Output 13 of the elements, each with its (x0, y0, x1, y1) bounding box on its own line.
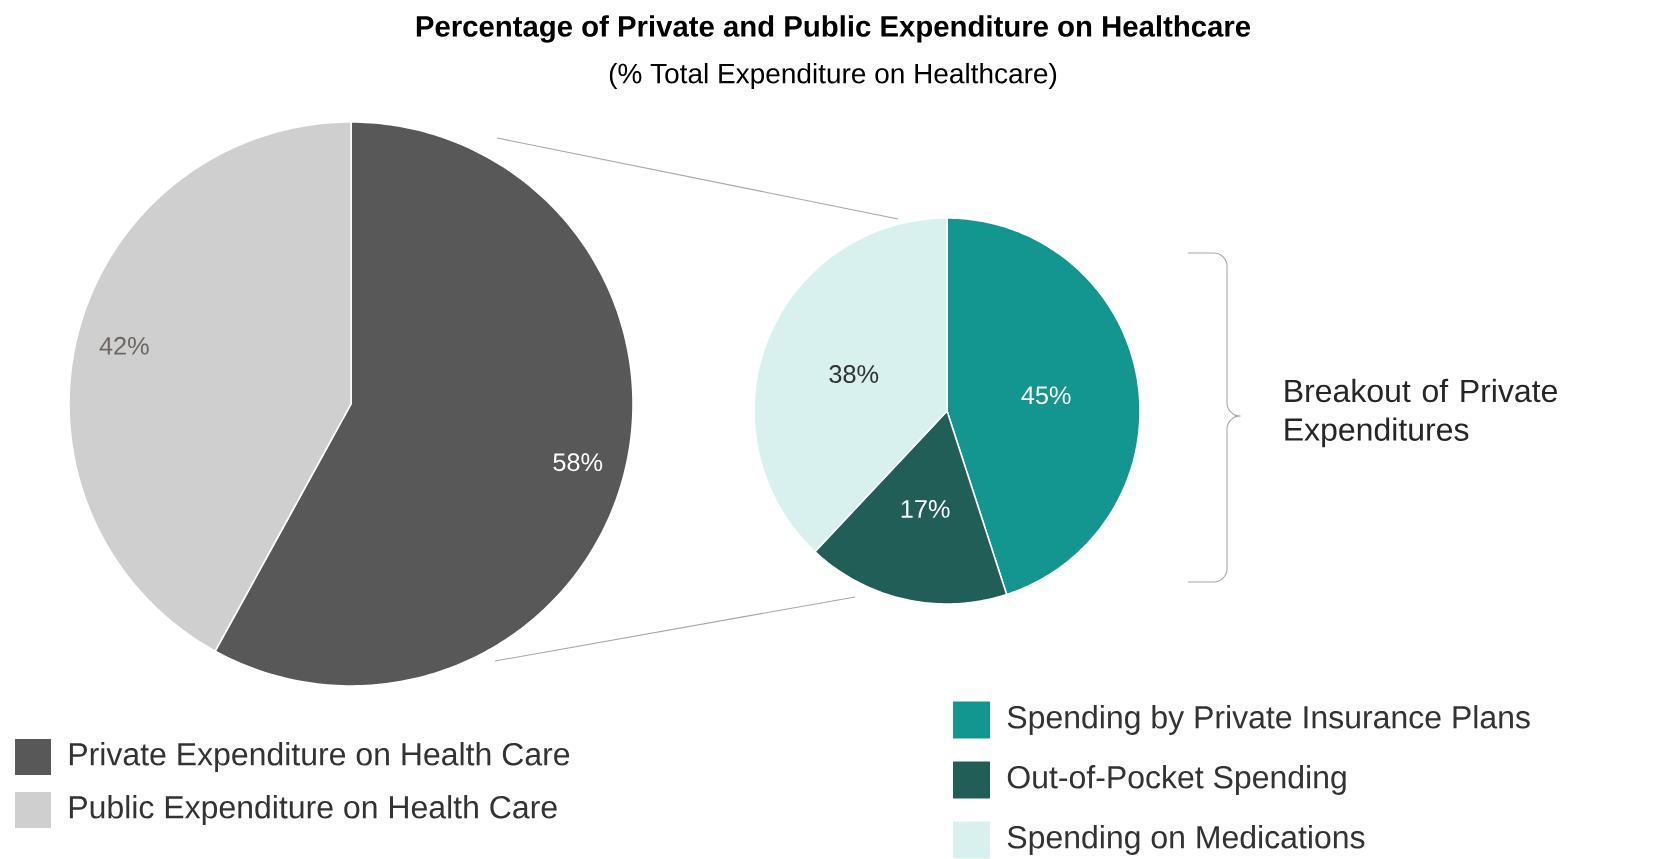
data-label: 58% (553, 453, 603, 472)
data-label: 45% (1021, 386, 1071, 405)
legend-label: Private Expenditure on Health Care (69, 742, 570, 772)
data-label: 38% (829, 365, 879, 384)
text: Percentage of Private and Public Expenditure on Healthcare (416, 15, 1251, 43)
text: Breakout of Private Expenditures (1285, 378, 1557, 448)
data-label: 42% (99, 336, 149, 355)
legend-label: Spending on Medications (1007, 825, 1365, 855)
text: (% Total Expenditure on Healthcare) (609, 62, 1057, 90)
data-label: 17% (901, 500, 950, 518)
legend-label: Spending by Private Insurance Plans (1007, 705, 1530, 735)
legend-label: Public Expenditure on Health Care (69, 795, 557, 825)
legend-label: Out-of-Pocket Spending (1007, 765, 1346, 795)
